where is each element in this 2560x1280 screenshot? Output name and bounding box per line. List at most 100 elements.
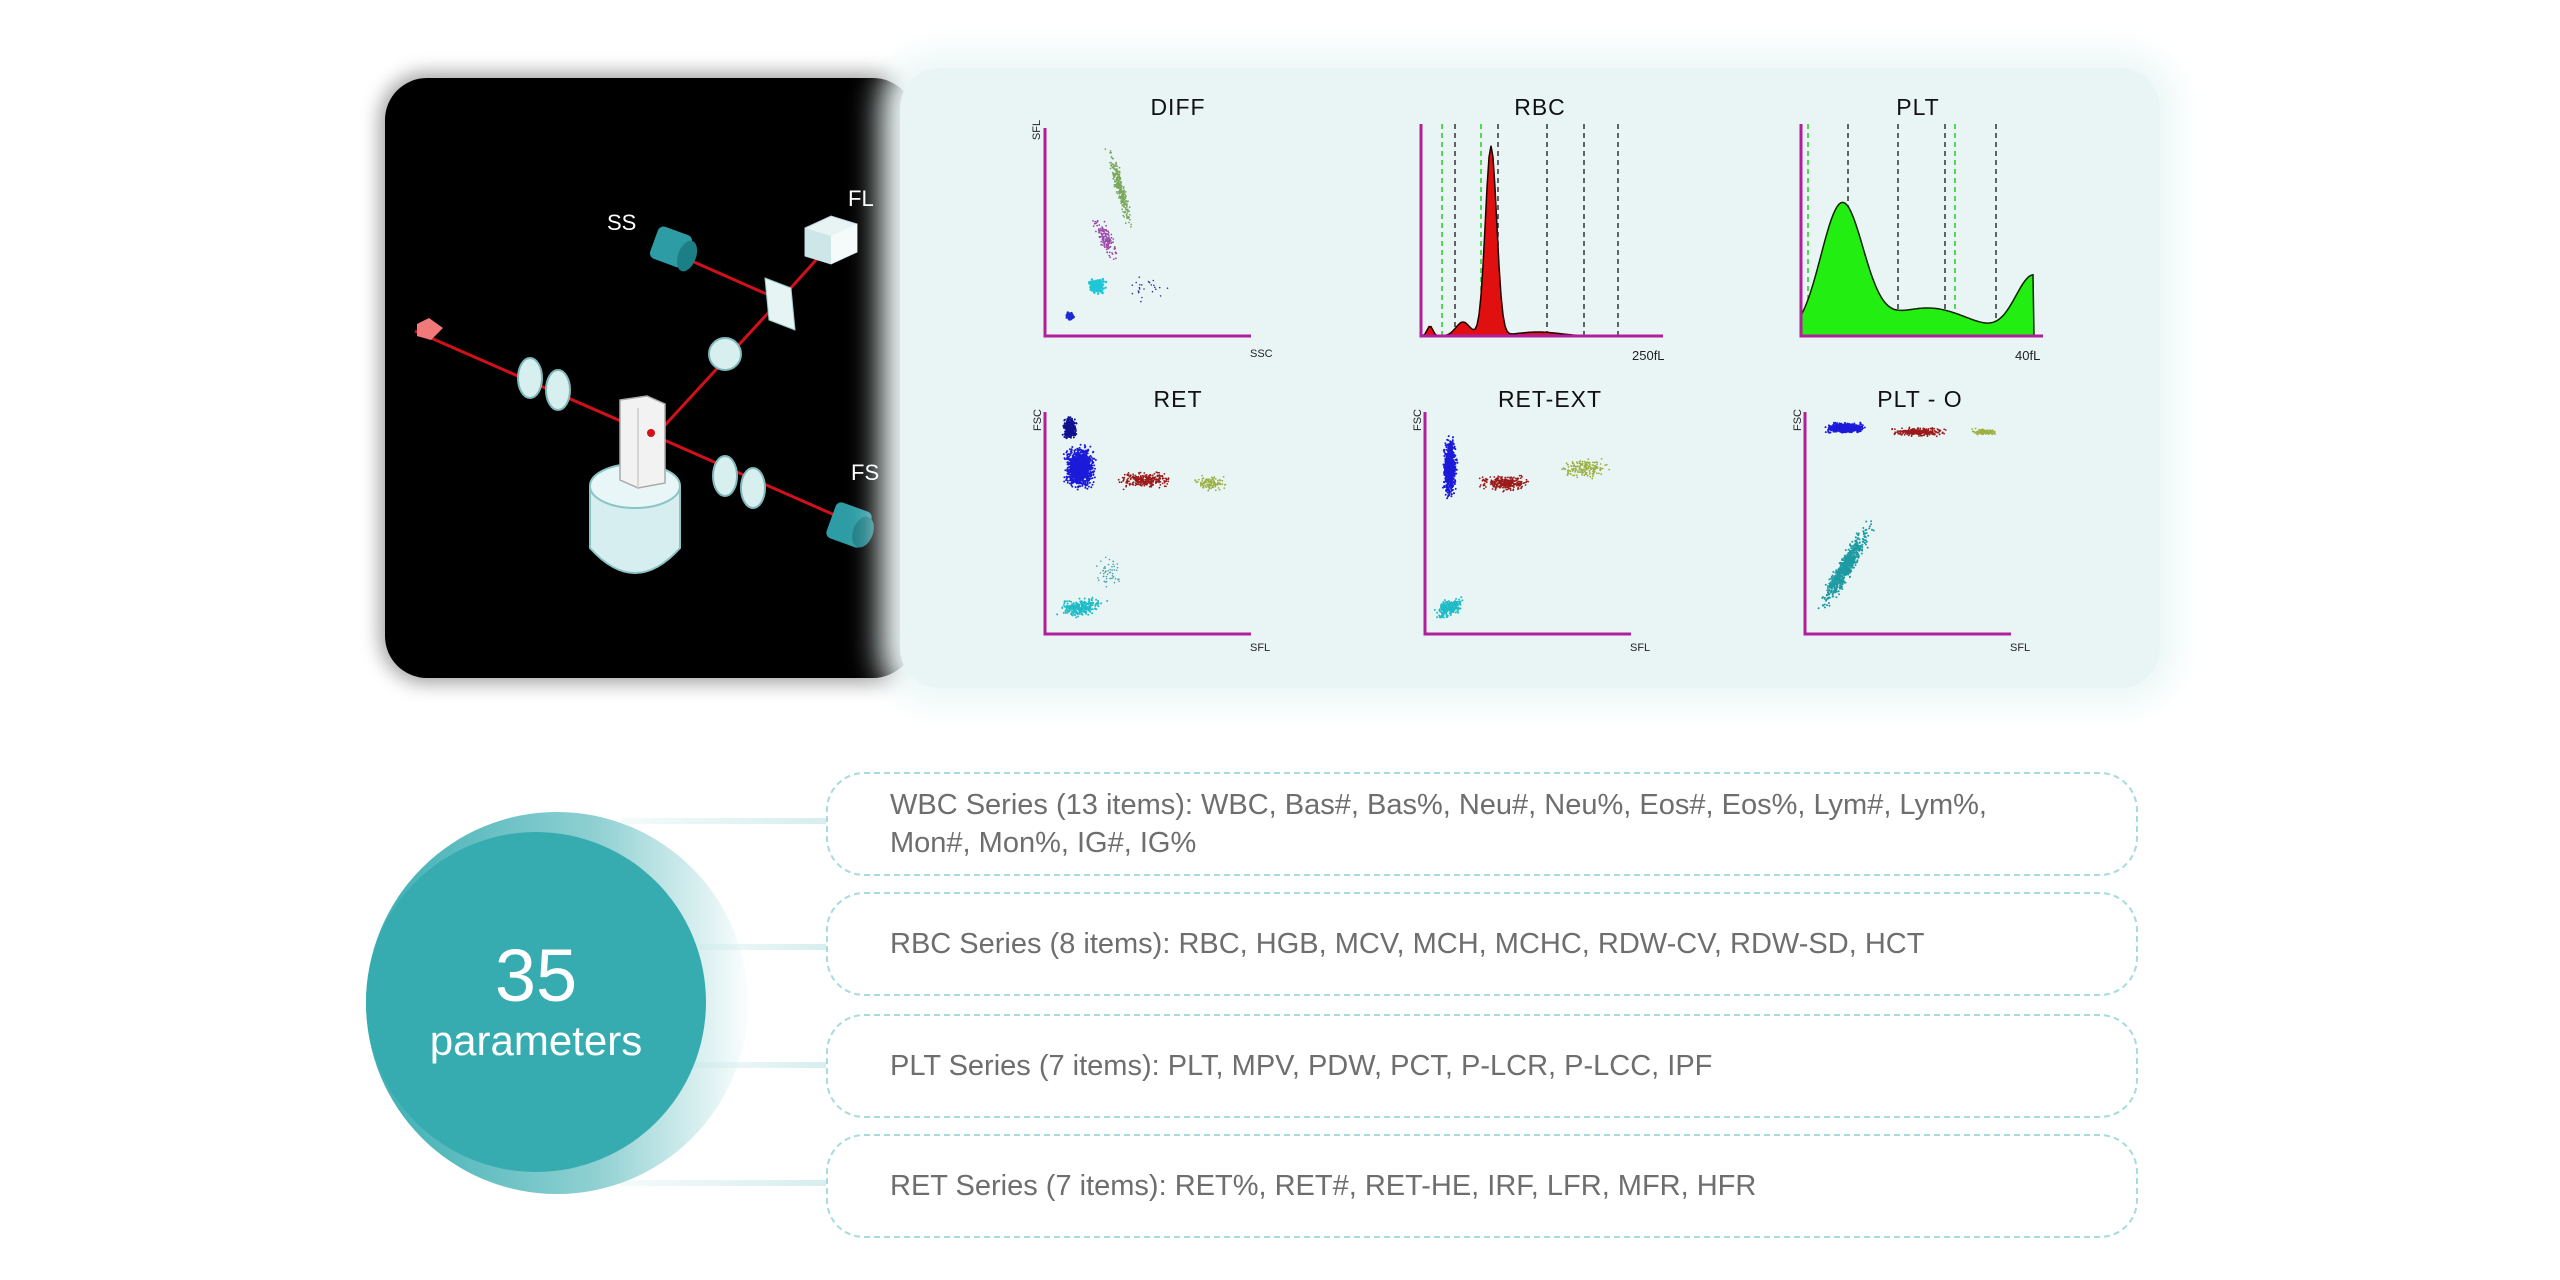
scatter-point xyxy=(1140,484,1143,487)
scatter-point xyxy=(1450,489,1453,492)
scatter-point xyxy=(1107,570,1109,572)
scatter-point xyxy=(1576,465,1579,468)
scatter-point xyxy=(1112,173,1115,175)
scatter-point xyxy=(1072,421,1075,424)
scatter-point xyxy=(1589,475,1592,478)
scatter-point xyxy=(1109,256,1112,259)
graph-panel: DIFF SFL SSC RBC 250fL PLT xyxy=(900,68,2160,688)
scatter-point xyxy=(1066,463,1069,466)
scatter-point xyxy=(1070,434,1073,437)
scatter-point xyxy=(1116,172,1118,174)
scatter-point xyxy=(1453,446,1456,449)
scatter-point xyxy=(1086,473,1089,475)
scatter-point xyxy=(1448,461,1451,464)
scatter-point xyxy=(1086,468,1089,471)
scatter-point xyxy=(1089,468,1092,471)
scatter-point xyxy=(1097,605,1100,608)
scatter-point xyxy=(1491,481,1494,484)
scatter-point xyxy=(1070,317,1073,320)
scatter-point xyxy=(1101,234,1104,236)
scatter-point xyxy=(1165,485,1167,488)
scatter-point xyxy=(1097,228,1100,231)
scatter-point xyxy=(1078,449,1081,452)
scatter-point xyxy=(1146,477,1149,479)
scatter-point xyxy=(1440,603,1443,606)
scatter-point xyxy=(1139,471,1142,474)
scatter-point xyxy=(1445,448,1448,451)
scatter-point xyxy=(1608,468,1611,471)
scatter-point xyxy=(1078,468,1081,471)
scatter-point xyxy=(1070,449,1073,452)
scatter-point xyxy=(1107,234,1110,236)
scatter-point xyxy=(1446,614,1449,617)
scatter-point xyxy=(1207,489,1210,492)
ret-ylabel: FSC xyxy=(1032,409,1044,431)
scatter-point xyxy=(1570,464,1573,467)
scatter-point xyxy=(1094,467,1096,470)
scatter-point xyxy=(1512,489,1515,492)
scatter-point xyxy=(1199,485,1202,487)
scatter-point xyxy=(1449,614,1452,616)
scatter-point xyxy=(1149,483,1152,485)
scatter-point xyxy=(1068,600,1071,603)
scatter-point xyxy=(1112,177,1115,180)
scatter-point xyxy=(1094,604,1097,607)
scatter-point xyxy=(1446,491,1449,494)
scatter-point xyxy=(1116,168,1118,170)
ret-scatter-plot xyxy=(1043,412,1251,636)
scatter-point xyxy=(1081,474,1084,477)
scatter-point xyxy=(1491,488,1494,490)
scatter-point xyxy=(1589,472,1591,474)
scatter-point xyxy=(1596,463,1598,466)
scatter-point xyxy=(1126,212,1129,214)
scatter-point xyxy=(1497,477,1500,480)
scatter-point xyxy=(1123,186,1125,188)
scatter-point xyxy=(1114,168,1117,171)
scatter-point xyxy=(1147,280,1150,283)
scatter-point xyxy=(1075,616,1078,619)
scatter-point xyxy=(1587,458,1590,461)
scatter-point xyxy=(1445,446,1448,449)
scatter-point xyxy=(1446,472,1449,475)
scatter-point xyxy=(1161,482,1164,485)
scatter-point xyxy=(1077,475,1080,478)
scatter-point xyxy=(1451,483,1454,486)
scatter-point xyxy=(1072,602,1075,605)
scatter-point xyxy=(1066,433,1069,436)
scatter-point xyxy=(1075,479,1078,481)
scatter-point xyxy=(1453,603,1456,606)
scatter-point xyxy=(1490,482,1493,485)
scatter-point xyxy=(1517,477,1520,480)
scatter-point xyxy=(1449,450,1452,453)
scatter-point xyxy=(1085,610,1088,613)
scatter-point xyxy=(1573,464,1576,467)
scatter-point xyxy=(1494,478,1497,481)
scatter-point xyxy=(1455,607,1458,610)
scatter-point xyxy=(1067,416,1070,419)
scatter-point xyxy=(1504,481,1507,483)
rbc-axes xyxy=(1419,124,1663,338)
ss-label: SS xyxy=(607,210,637,235)
scatter-point xyxy=(1074,453,1077,455)
scatter-point xyxy=(1072,475,1075,478)
scatter-point xyxy=(1164,477,1167,480)
scatter-point xyxy=(1100,229,1103,232)
scatter-point xyxy=(1138,286,1141,289)
scatter-point xyxy=(1454,466,1457,469)
scatter-point xyxy=(1074,610,1077,613)
scatter-point xyxy=(1094,220,1097,223)
scatter-point xyxy=(1135,281,1137,284)
scatter-point xyxy=(1499,480,1501,483)
scatter-point xyxy=(1442,601,1445,604)
scatter-point xyxy=(1126,479,1129,482)
scatter-point xyxy=(1107,245,1110,248)
scatter-point xyxy=(1123,473,1126,476)
scatter-point xyxy=(1588,463,1591,466)
scatter-point xyxy=(1452,608,1455,611)
scatter-point xyxy=(1158,475,1161,477)
scatter-point xyxy=(1127,216,1130,218)
scatter-point xyxy=(1085,475,1088,478)
scatter-point xyxy=(1108,558,1111,561)
scatter-point xyxy=(1446,460,1449,463)
scatter-point xyxy=(1210,487,1213,490)
